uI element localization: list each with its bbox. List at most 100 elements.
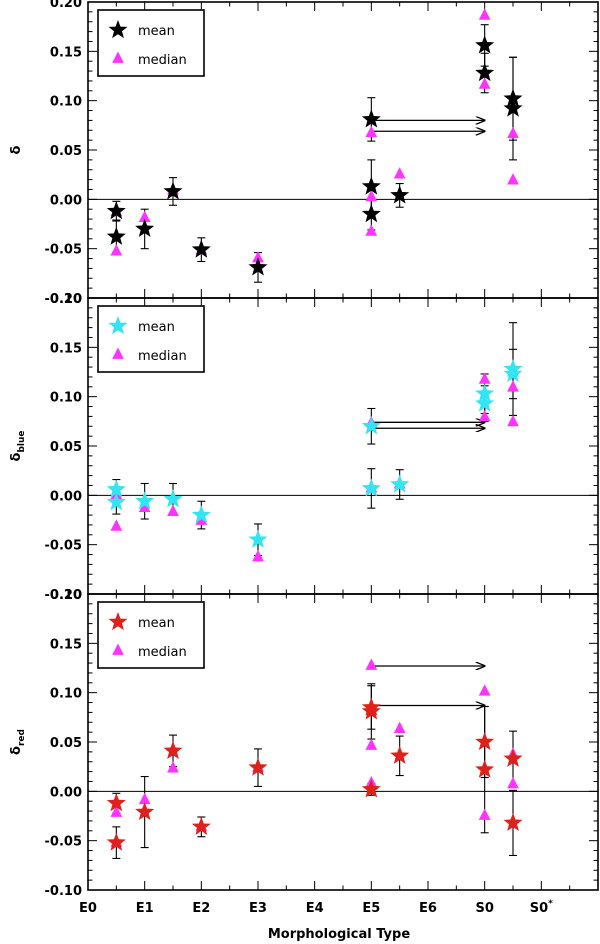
mean-marker bbox=[106, 226, 126, 245]
legend-mean-marker bbox=[108, 612, 128, 631]
mean-marker bbox=[135, 802, 155, 821]
median-marker bbox=[110, 805, 123, 817]
y-tick-label: 0.15 bbox=[50, 45, 82, 60]
x-tick-label: E4 bbox=[306, 901, 324, 916]
mean-marker bbox=[361, 701, 381, 720]
y-tick-label: 0.05 bbox=[50, 736, 82, 751]
mean-marker bbox=[390, 185, 410, 204]
median-marker bbox=[507, 126, 519, 139]
median-marker bbox=[365, 189, 378, 202]
y-tick-label: 0.20 bbox=[50, 588, 82, 603]
median-marker bbox=[507, 414, 519, 427]
x-tick-label: E3 bbox=[249, 901, 267, 916]
mean-marker bbox=[475, 383, 495, 402]
y-tick-label: 0.00 bbox=[50, 785, 82, 800]
mean-marker bbox=[475, 63, 495, 82]
legend-median-marker bbox=[112, 51, 124, 63]
mean-marker bbox=[191, 239, 211, 258]
mean-marker bbox=[163, 740, 183, 759]
median-marker bbox=[167, 761, 179, 773]
mean-marker bbox=[248, 257, 268, 276]
y-tick-label: -0.05 bbox=[45, 835, 82, 850]
x-tick-label: E6 bbox=[419, 901, 437, 916]
legend-box bbox=[97, 9, 205, 77]
y-axis-subscript: blue bbox=[17, 431, 27, 453]
mean-marker bbox=[106, 479, 126, 498]
median-marker bbox=[478, 684, 491, 696]
y-tick-label: 0.00 bbox=[50, 193, 82, 208]
panel-3: -0.10 -0.05 0.00 0.05 0.10 0.15 0.20 δred mean me… bbox=[9, 588, 599, 899]
y-tick-label: -0.05 bbox=[45, 243, 82, 258]
median-marker bbox=[478, 8, 491, 20]
y-tick-label: -0.05 bbox=[45, 539, 82, 554]
legend-median-marker bbox=[112, 643, 124, 655]
median-marker bbox=[478, 372, 491, 384]
y-tick-label: 0.15 bbox=[50, 341, 82, 356]
median-marker bbox=[252, 550, 264, 562]
median-marker bbox=[478, 409, 491, 422]
legend-mean-label: mean bbox=[138, 24, 175, 39]
mean-marker bbox=[361, 176, 381, 195]
median-marker bbox=[252, 251, 264, 263]
mean-marker bbox=[135, 491, 155, 510]
median-marker bbox=[365, 658, 378, 670]
y-tick-label: 0.05 bbox=[50, 144, 82, 159]
median-marker bbox=[507, 380, 519, 392]
y-tick-label: 0.20 bbox=[50, 292, 82, 307]
median-marker bbox=[507, 173, 519, 185]
legend-mean-label: mean bbox=[138, 320, 175, 335]
mean-marker bbox=[475, 393, 495, 412]
mean-marker bbox=[361, 204, 381, 223]
x-axis-title: Morphological Type bbox=[268, 927, 410, 942]
y-axis-subscript: red bbox=[17, 729, 27, 746]
median-marker bbox=[478, 77, 491, 89]
y-tick-label: 0.00 bbox=[50, 489, 82, 504]
x-tick-label: E0 bbox=[79, 901, 97, 916]
y-tick-label: 0.10 bbox=[50, 95, 82, 110]
mean-marker bbox=[248, 757, 268, 776]
legend-median-marker bbox=[112, 347, 124, 359]
x-tick-label: S0* bbox=[530, 899, 553, 916]
y-tick-label: -0.10 bbox=[45, 588, 82, 603]
panel-2: -0.10 -0.05 0.00 0.05 0.10 0.15 0.20 δblue mean m… bbox=[9, 292, 599, 603]
x-tick-label: S0 bbox=[475, 901, 493, 916]
legend-box bbox=[97, 601, 205, 669]
mean-marker bbox=[163, 181, 183, 200]
mean-marker bbox=[475, 732, 495, 751]
median-marker bbox=[507, 776, 519, 789]
mean-marker bbox=[106, 793, 126, 812]
mean-marker bbox=[475, 35, 495, 54]
legend-median-label: median bbox=[138, 349, 187, 364]
mean-marker bbox=[106, 832, 126, 851]
median-marker bbox=[393, 167, 406, 179]
median-marker bbox=[365, 125, 378, 138]
y-axis-title: δred bbox=[9, 729, 27, 755]
median-marker bbox=[110, 244, 123, 256]
median-marker bbox=[138, 500, 151, 513]
median-marker bbox=[138, 792, 151, 805]
legend-mean-label: mean bbox=[138, 616, 175, 631]
median-marker bbox=[393, 721, 406, 734]
median-marker bbox=[365, 224, 378, 236]
legend-mean-marker bbox=[108, 20, 128, 39]
mean-marker bbox=[248, 529, 268, 548]
y-axis-title: δ bbox=[9, 145, 24, 154]
mean-marker bbox=[503, 812, 523, 831]
mean-marker bbox=[106, 201, 126, 220]
mean-marker bbox=[503, 363, 523, 383]
mean-marker bbox=[191, 505, 211, 524]
median-marker bbox=[167, 504, 179, 516]
mean-marker bbox=[390, 474, 410, 493]
x-tick-label: E2 bbox=[192, 901, 210, 916]
x-tick-label: E5 bbox=[362, 901, 380, 916]
y-tick-label: 0.05 bbox=[50, 440, 82, 455]
mean-marker bbox=[135, 218, 155, 238]
legend-mean-marker bbox=[108, 316, 128, 335]
legend-median-label: median bbox=[138, 645, 187, 660]
mean-marker bbox=[361, 416, 381, 435]
mean-marker bbox=[503, 748, 523, 767]
legend-box bbox=[97, 305, 205, 373]
y-tick-label: 0.20 bbox=[50, 0, 82, 11]
median-marker bbox=[365, 738, 378, 750]
